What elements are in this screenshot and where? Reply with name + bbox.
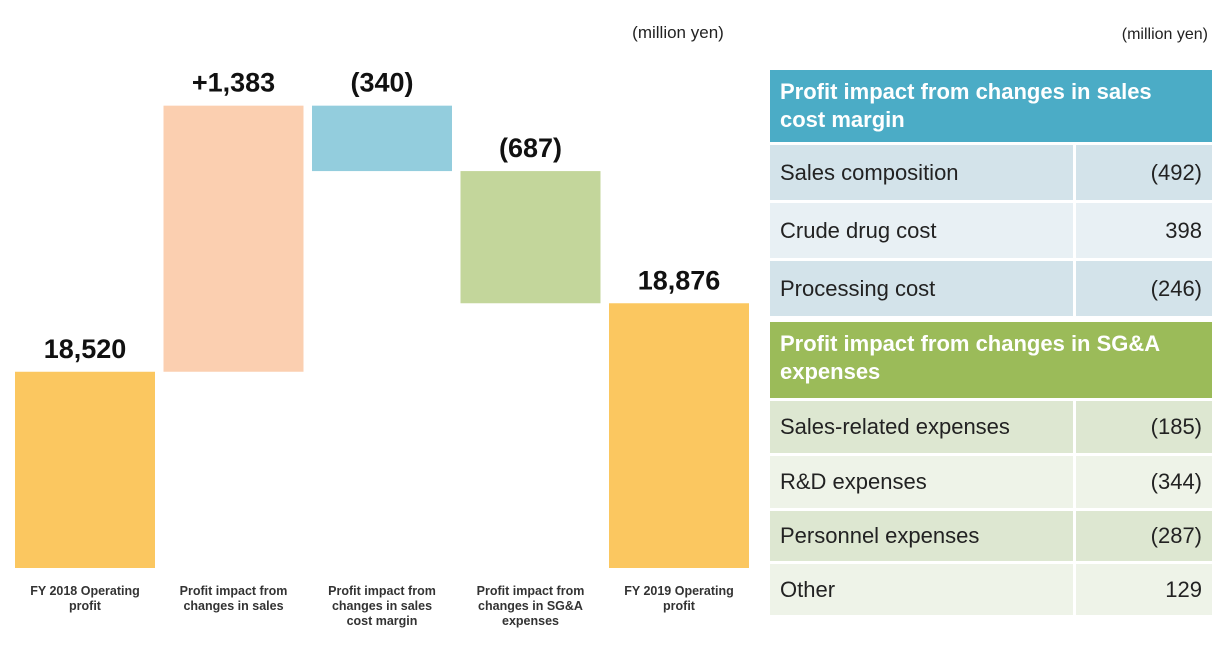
value-label: (687) [499, 133, 562, 163]
unit-label: (million yen) [632, 23, 724, 42]
chart: (million yen) 18,520 +1,383 (340) (687) 18,8… [15, 23, 749, 568]
row-label: Personnel expenses [780, 523, 980, 548]
table-row: Processing cost (246) [770, 258, 1212, 316]
value-label: +1,383 [192, 68, 275, 98]
row-label: Processing cost [780, 275, 936, 301]
row-value: (185) [1073, 401, 1212, 453]
row-value: (287) [1073, 511, 1212, 561]
bar [609, 303, 749, 568]
x-tick-label: Profit impact from changes in sales cost… [312, 584, 452, 629]
value-label: 18,520 [44, 334, 127, 364]
x-tick-label: FY 2018 Operating profit [15, 584, 155, 614]
x-tick-label-text: FY 2019 Operating profit [624, 584, 734, 613]
x-tick-label-text: Profit impact from changes in sales cost… [328, 584, 436, 628]
unit-label: (million yen) [1121, 26, 1208, 43]
bar [460, 171, 601, 304]
table-row: Crude drug cost 398 [770, 200, 1212, 258]
table-row: Sales composition (492) [770, 142, 1212, 200]
row-label: Other [780, 576, 836, 602]
bar [312, 105, 452, 172]
row-label: Sales composition [780, 159, 959, 185]
bar [15, 371, 155, 568]
section-header: Profit impact from changes in SG&A expen… [770, 322, 1212, 398]
x-tick-label-text: FY 2018 Operating profit [30, 584, 140, 613]
value-label: (340) [350, 68, 413, 98]
table-section: Profit impact from changes in sales cost… [770, 70, 1212, 316]
row-label: Sales-related expenses [780, 414, 1010, 439]
row-value: (492) [1073, 145, 1212, 200]
row-label: Crude drug cost [780, 217, 937, 243]
x-tick-label: Profit impact from changes in SG&A expen… [461, 584, 601, 629]
x-tick-label: FY 2019 Operating profit [609, 584, 749, 614]
value-label: 18,876 [638, 265, 721, 295]
x-tick-label: Profit impact from changes in sales [164, 584, 304, 614]
table-row: Sales-related expenses (185) [770, 398, 1212, 453]
row-value: (246) [1073, 261, 1212, 316]
table-section: Profit impact from changes in SG&A expen… [770, 322, 1212, 615]
row-value: (344) [1073, 456, 1212, 508]
section-header: Profit impact from changes in sales cost… [770, 70, 1212, 142]
row-value: 129 [1073, 564, 1212, 615]
x-tick-label-text: Profit impact from changes in SG&A expen… [476, 584, 585, 628]
x-tick-label-text: Profit impact from changes in sales [179, 584, 288, 613]
table-row: Personnel expenses (287) [770, 508, 1212, 561]
table-row: Other 129 [770, 561, 1212, 615]
table-row: R&D expenses (344) [770, 453, 1212, 508]
row-value: 398 [1073, 203, 1212, 258]
row-label: R&D expenses [780, 469, 927, 494]
bar [163, 105, 304, 372]
